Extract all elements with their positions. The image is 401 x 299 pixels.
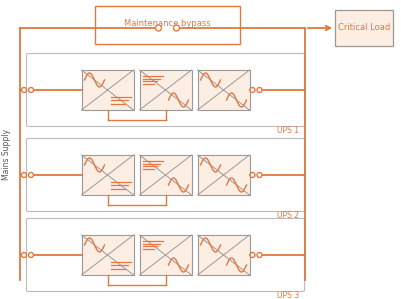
Circle shape: [28, 88, 34, 92]
Bar: [81, 155, 134, 195]
Bar: [81, 235, 134, 275]
Circle shape: [22, 88, 26, 92]
Bar: [81, 70, 134, 110]
Circle shape: [250, 252, 255, 257]
Circle shape: [28, 173, 34, 178]
Text: Mains Supply: Mains Supply: [2, 129, 12, 179]
Circle shape: [22, 173, 26, 178]
Bar: [198, 155, 249, 195]
Circle shape: [250, 88, 255, 92]
Bar: [335, 10, 393, 46]
Circle shape: [257, 88, 262, 92]
Circle shape: [22, 252, 26, 257]
Text: Critical Load: Critical Load: [338, 24, 390, 33]
FancyBboxPatch shape: [26, 54, 304, 126]
Circle shape: [28, 252, 34, 257]
Circle shape: [257, 252, 262, 257]
Bar: [140, 235, 192, 275]
Circle shape: [174, 25, 180, 31]
Text: Maintenance bypass: Maintenance bypass: [124, 19, 211, 28]
Bar: [198, 70, 249, 110]
FancyBboxPatch shape: [26, 138, 304, 211]
Circle shape: [257, 173, 262, 178]
Text: UPS 1: UPS 1: [277, 126, 299, 135]
Bar: [198, 235, 249, 275]
Circle shape: [250, 173, 255, 178]
Text: UPS 2: UPS 2: [277, 211, 299, 220]
Bar: [95, 6, 240, 44]
Bar: [140, 155, 192, 195]
Text: UPS 3: UPS 3: [277, 291, 299, 299]
Bar: [140, 70, 192, 110]
Circle shape: [156, 25, 162, 31]
FancyBboxPatch shape: [26, 219, 304, 292]
